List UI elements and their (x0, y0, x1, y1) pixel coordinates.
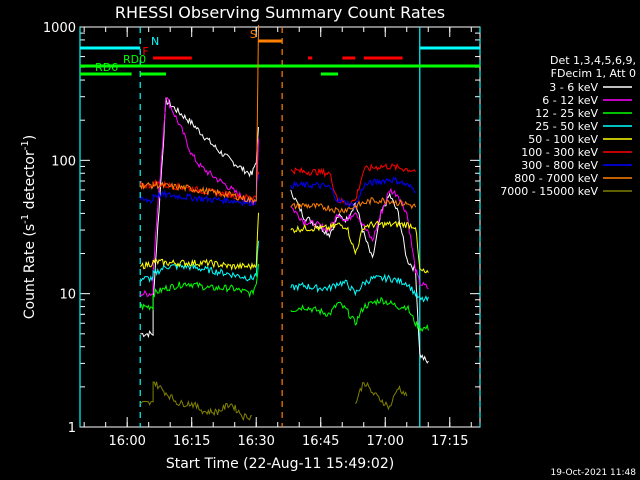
series-line (139, 24, 259, 205)
y-label-mid: detector (22, 150, 38, 214)
series-line (354, 381, 408, 411)
series-line (290, 220, 429, 274)
flag-label-s: S (250, 28, 257, 41)
series-7 (139, 24, 416, 214)
y-tick-label: 10 (59, 288, 76, 303)
series-4 (139, 212, 429, 274)
series-0 (140, 97, 429, 364)
legend-entry-label: 12 - 25 keV (535, 107, 598, 120)
y-label-main: Count Rate (s (22, 224, 38, 319)
x-axis-label: Start Time (22-Aug-11 15:49:02) (166, 456, 394, 472)
series-line (139, 174, 259, 207)
x-tick-label: 16:30 (237, 434, 274, 449)
series-line (290, 187, 429, 290)
series-line (290, 189, 429, 364)
plot-area: 1 10 100 1000 16:00 16:15 16:30 16:45 17:00 17:15… (43, 21, 481, 449)
legend-entry-label: 25 - 50 keV (535, 120, 598, 133)
legend-header: Det 1,3,4,5,6,9, (550, 54, 636, 67)
y-tick-label: 1 (68, 421, 76, 436)
legend-entry-label: 6 - 12 keV (542, 94, 598, 107)
y-tick-label: 100 (51, 154, 76, 169)
series-line (290, 197, 416, 214)
series-2 (139, 263, 429, 333)
series-line (290, 273, 429, 303)
series-line (140, 381, 252, 422)
y-label-end: ) (22, 135, 38, 140)
y-axis-label: Count Rate (s-1 detector-1) (20, 135, 38, 319)
series-line (139, 240, 259, 283)
legend-entry-label: 300 - 800 keV (521, 159, 598, 172)
series-6 (139, 174, 416, 211)
series-3 (139, 240, 429, 303)
series-line (139, 97, 259, 298)
legend: Det 1,3,4,5,6,9,FDecim 1, Att 03 - 6 keV… (500, 54, 636, 198)
series-line (140, 97, 259, 339)
x-tick-label: 16:45 (302, 434, 339, 449)
flag-label-f: F (142, 45, 148, 58)
footer-timestamp: 19-Oct-2021 11:48 (551, 468, 637, 478)
series-line (139, 212, 259, 271)
y-label-sup-1: -1 (20, 214, 31, 224)
x-tick-label: 17:00 (367, 434, 404, 449)
legend-entry-label: 100 - 300 keV (521, 146, 598, 159)
flag-label-rd6: RD6 (95, 61, 118, 74)
series-1 (139, 97, 429, 298)
y-tick-label: 1000 (43, 21, 76, 36)
flag-label-rd0: RD0 (123, 53, 146, 66)
legend-header: FDecim 1, Att 0 (551, 67, 636, 80)
flag-label-n: N (151, 35, 159, 48)
series-line (290, 296, 429, 333)
series-line (139, 263, 259, 312)
x-tick-label: 17:15 (431, 434, 468, 449)
series-line (290, 162, 416, 206)
legend-entry-label: 3 - 6 keV (549, 81, 598, 94)
legend-entry-label: 50 - 100 keV (528, 133, 598, 146)
y-label-sup-2: -1 (20, 140, 31, 150)
legend-entry-label: 800 - 7000 keV (514, 172, 598, 185)
series-line (290, 176, 416, 211)
x-tick-label: 16:15 (173, 434, 210, 449)
series-8 (140, 381, 408, 422)
chart-title: RHESSI Observing Summary Count Rates (115, 3, 445, 22)
x-tick-label: 16:00 (108, 434, 145, 449)
legend-entry-label: 7000 - 15000 keV (500, 185, 598, 198)
